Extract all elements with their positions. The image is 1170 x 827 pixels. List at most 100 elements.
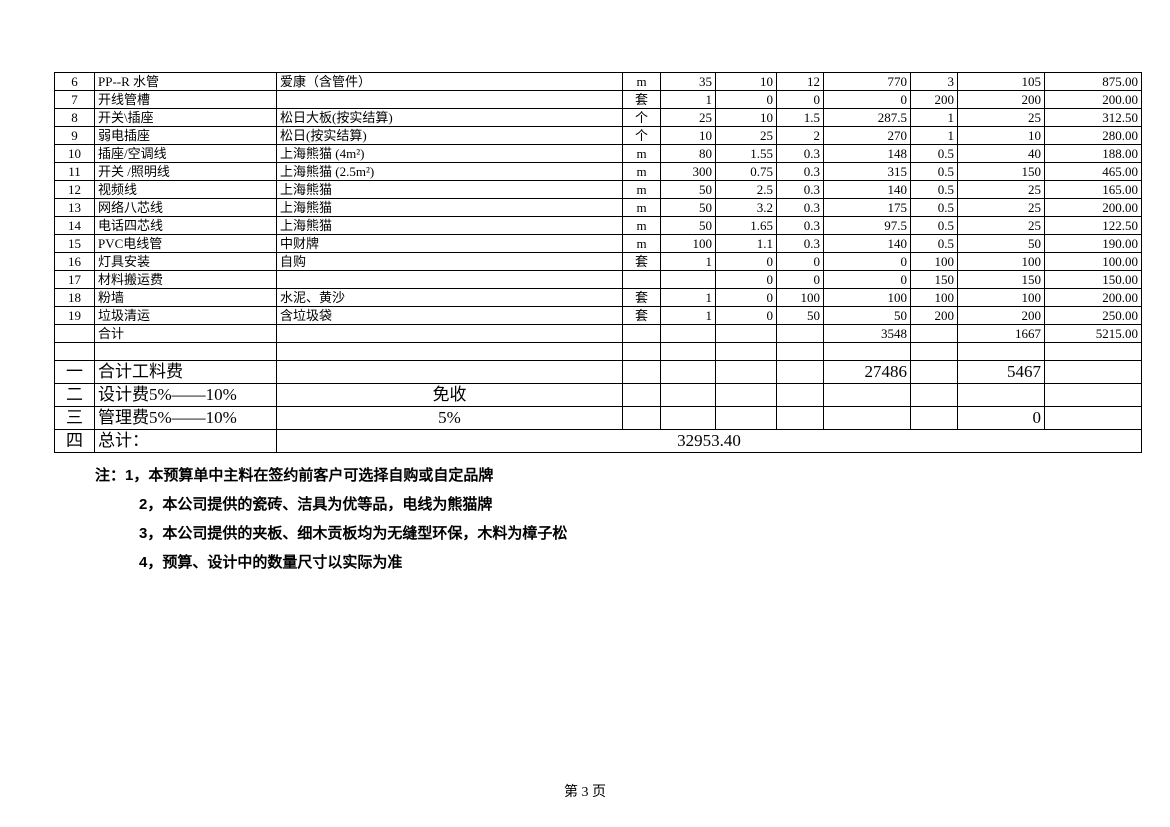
cell: 0.5 <box>911 199 958 217</box>
table-row: 10插座/空调线上海熊猫 (4m²)m801.550.31480.540188.… <box>55 145 1142 163</box>
summary-row: 三管理费5%——10%5%0 <box>55 407 1142 430</box>
cell: 套 <box>623 253 661 271</box>
cell: 97.5 <box>824 217 911 235</box>
table-row: 8开关\插座松日大板(按实结算)个25101.5287.5125312.50 <box>55 109 1142 127</box>
cell: m <box>623 145 661 163</box>
cell: 1 <box>661 289 716 307</box>
cell: 四 <box>55 430 95 453</box>
cell: 150 <box>958 271 1045 289</box>
notes-block: 注：1，本预算单中主料在签约前客户可选择自购或自定品牌 2，本公司提供的瓷砖、洁… <box>95 461 1170 577</box>
table-row: 7开线管槽套1000200200200.00 <box>55 91 1142 109</box>
cell: 松日(按实结算) <box>277 127 623 145</box>
cell <box>911 384 958 407</box>
cell: 5% <box>277 407 623 430</box>
table-row: 9弱电插座松日(按实结算)个10252270110280.00 <box>55 127 1142 145</box>
cell: 7 <box>55 91 95 109</box>
table-row: 19垃圾清运含垃圾袋套105050200200250.00 <box>55 307 1142 325</box>
cell: 0.5 <box>911 217 958 235</box>
cell: 25 <box>958 199 1045 217</box>
cell: 1.55 <box>716 145 777 163</box>
cell: 18 <box>55 289 95 307</box>
cell: 1 <box>661 91 716 109</box>
cell: 三 <box>55 407 95 430</box>
cell <box>661 343 716 361</box>
cell: 2.5 <box>716 181 777 199</box>
cell <box>777 325 824 343</box>
cell: 3 <box>911 73 958 91</box>
cell: 32953.40 <box>277 430 1142 453</box>
cell: 25 <box>958 109 1045 127</box>
cell: 16 <box>55 253 95 271</box>
cell: 0.3 <box>777 217 824 235</box>
cell <box>911 325 958 343</box>
cell: 100 <box>777 289 824 307</box>
cell: 开线管槽 <box>95 91 277 109</box>
cell: 1667 <box>958 325 1045 343</box>
cell <box>911 343 958 361</box>
note-4: 4，预算、设计中的数量尺寸以实际为准 <box>139 548 1170 577</box>
table-row: 17材料搬运费000150150150.00 <box>55 271 1142 289</box>
cell <box>777 343 824 361</box>
cell: 上海熊猫 <box>277 217 623 235</box>
cell: 3.2 <box>716 199 777 217</box>
cell: 312.50 <box>1045 109 1142 127</box>
cell <box>661 325 716 343</box>
cell <box>716 343 777 361</box>
cell: 0 <box>716 307 777 325</box>
cell: 1.5 <box>777 109 824 127</box>
cell: 套 <box>623 289 661 307</box>
cell: 50 <box>661 199 716 217</box>
cell: 50 <box>958 235 1045 253</box>
cell: 175 <box>824 199 911 217</box>
cell <box>777 384 824 407</box>
cell: 100 <box>824 289 911 307</box>
cell: 40 <box>958 145 1045 163</box>
cell <box>661 384 716 407</box>
cell: 50 <box>824 307 911 325</box>
cell: 200.00 <box>1045 289 1142 307</box>
cell: 0.3 <box>777 145 824 163</box>
cell: m <box>623 181 661 199</box>
cell: 10 <box>716 73 777 91</box>
cell: 0.3 <box>777 163 824 181</box>
cell: 0.3 <box>777 235 824 253</box>
cell: 0 <box>824 271 911 289</box>
cell: 50 <box>661 217 716 235</box>
cell: 0 <box>716 253 777 271</box>
table-row: 13网络八芯线上海熊猫m503.20.31750.525200.00 <box>55 199 1142 217</box>
cell: 视频线 <box>95 181 277 199</box>
cell <box>277 91 623 109</box>
cell: 1 <box>661 307 716 325</box>
cell <box>1045 343 1142 361</box>
cell: 148 <box>824 145 911 163</box>
cell: 200 <box>911 307 958 325</box>
table-row-blank <box>55 343 1142 361</box>
cell: 50 <box>777 307 824 325</box>
page-footer: 第 3 页 <box>0 781 1170 801</box>
cell: 0.75 <box>716 163 777 181</box>
cell <box>277 271 623 289</box>
cell: 10 <box>661 127 716 145</box>
cell: 200 <box>911 91 958 109</box>
cell: 35 <box>661 73 716 91</box>
cell: 0.5 <box>911 145 958 163</box>
table-row: 14电话四芯线上海熊猫m501.650.397.50.525122.50 <box>55 217 1142 235</box>
cell <box>277 325 623 343</box>
cell <box>958 343 1045 361</box>
cell: 1.65 <box>716 217 777 235</box>
cell: 315 <box>824 163 911 181</box>
cell: 自购 <box>277 253 623 271</box>
cell: 上海熊猫 (2.5m²) <box>277 163 623 181</box>
cell: 15 <box>55 235 95 253</box>
cell: 10 <box>55 145 95 163</box>
cell: PVC电线管 <box>95 235 277 253</box>
budget-table: 6PP--R 水管爱康（含管件）m3510127703105875.007开线管… <box>54 72 1142 453</box>
cell: 0 <box>824 253 911 271</box>
cell <box>911 407 958 430</box>
cell <box>824 384 911 407</box>
cell: 二 <box>55 384 95 407</box>
cell <box>824 407 911 430</box>
cell <box>623 384 661 407</box>
cell: 8 <box>55 109 95 127</box>
cell <box>716 407 777 430</box>
